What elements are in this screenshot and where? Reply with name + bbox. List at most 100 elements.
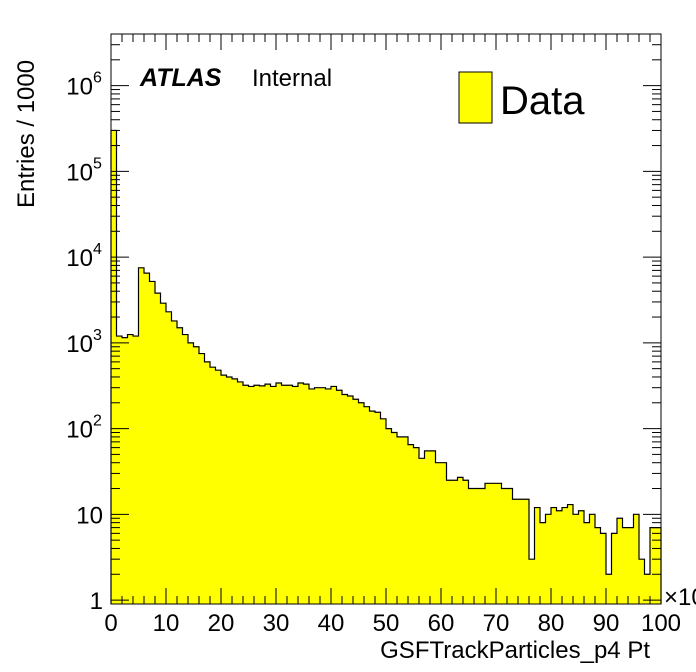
histogram-bin [259, 385, 265, 604]
histogram-bin [237, 381, 243, 604]
histogram-bin [380, 418, 386, 604]
histogram-bin [221, 375, 227, 604]
histogram-bin [529, 559, 535, 604]
y-tick-exponent: 5 [93, 155, 102, 172]
histogram-bin [606, 574, 612, 604]
histogram-bin [188, 342, 194, 604]
histogram-bin [655, 527, 661, 604]
histogram-bin [452, 480, 458, 604]
histogram-bin [347, 395, 353, 604]
histogram-bin [342, 394, 348, 604]
histogram-bin [485, 483, 491, 604]
histogram-bin [479, 488, 485, 604]
histogram-bin [386, 428, 392, 604]
x-axis-multiplier: ×10³ [664, 584, 696, 611]
histogram-bin [474, 488, 480, 604]
histogram-bin [408, 444, 414, 604]
histogram-bin [331, 386, 337, 604]
histogram-bin [628, 527, 634, 604]
histogram-bin [193, 346, 199, 604]
y-tick-exponent: 2 [93, 413, 102, 430]
histogram-bin [518, 499, 524, 604]
histogram-bin [232, 378, 238, 604]
histogram-bin [562, 507, 568, 604]
histogram-bin [512, 499, 518, 604]
histogram-bin [650, 527, 656, 604]
histogram-bin [281, 385, 287, 604]
histogram-bin [534, 507, 540, 604]
histogram-bin [199, 353, 205, 604]
histogram-bin [353, 399, 359, 604]
y-tick-label: 10 [66, 74, 93, 101]
histogram-bin [540, 522, 546, 604]
histogram-bin [149, 281, 155, 604]
histogram-bin [320, 387, 326, 604]
x-tick-label: 90 [593, 610, 620, 637]
plot-frame [110, 33, 662, 605]
x-tick-label: 20 [208, 610, 235, 637]
histogram-bin [226, 376, 232, 604]
x-tick-label: 80 [538, 610, 565, 637]
histogram-bin [611, 533, 617, 604]
histogram-bin [265, 384, 271, 604]
histogram-bin [463, 480, 469, 604]
y-tick-label: 10 [66, 245, 93, 272]
histogram-bin [325, 388, 331, 604]
histogram-bin [446, 480, 452, 604]
histogram-bin [556, 510, 562, 604]
histogram-bin [545, 514, 551, 604]
internal-label: Internal [252, 65, 332, 92]
histogram-bin [248, 386, 254, 604]
y-axis-ticks [111, 33, 661, 601]
histogram-bin [270, 386, 276, 604]
histogram-bin [430, 450, 436, 604]
y-tick-exponent: 4 [93, 241, 102, 258]
histogram-bin [402, 436, 408, 604]
y-tick-exponent: 6 [93, 70, 102, 87]
histogram-bin [309, 388, 315, 604]
atlas-label: ATLAS [139, 64, 222, 92]
histogram-bin [375, 412, 381, 604]
histogram-bin [182, 334, 188, 604]
y-axis-label: Entries / 1000 [13, 60, 40, 208]
histogram-bin [314, 387, 320, 604]
histogram-bin [166, 311, 172, 604]
histogram-bin [441, 462, 447, 604]
histogram-bars [110, 129, 662, 605]
x-tick-label: 100 [641, 610, 681, 637]
histogram-bin [287, 385, 293, 604]
histogram-bin [551, 507, 557, 604]
histogram-bin [391, 432, 397, 604]
histogram-bin [177, 327, 183, 604]
histogram-bin [490, 483, 496, 604]
histogram-bin [298, 383, 304, 604]
x-tick-label: 30 [263, 610, 290, 637]
histogram-bin [292, 386, 298, 604]
legend-label: Data [500, 79, 585, 123]
histogram-bin [435, 462, 441, 604]
x-tick-label: 50 [373, 610, 400, 637]
histogram-bin [573, 514, 579, 604]
histogram-bin [639, 559, 645, 604]
histogram-bin [111, 130, 117, 605]
histogram-bin [127, 334, 133, 604]
histogram-bin [644, 574, 650, 604]
histogram-bin [424, 450, 430, 604]
histogram-bin [138, 267, 144, 604]
histogram-bin [303, 384, 309, 604]
y-tick-label: 10 [66, 159, 93, 186]
histogram-bin [243, 385, 249, 604]
histogram-bin [171, 320, 177, 604]
x-axis-label: GSFTrackParticles_p4 Pt [380, 637, 650, 664]
y-tick-exponent: 3 [93, 327, 102, 344]
y-tick-label: 10 [66, 331, 93, 358]
legend-swatch [458, 71, 493, 124]
histogram-bin [457, 477, 463, 604]
histogram-bin [160, 303, 166, 604]
histogram-bin [589, 514, 595, 604]
y-tick-label: 10 [66, 417, 93, 444]
histogram-bin [210, 367, 216, 604]
histogram-bin [397, 436, 403, 604]
